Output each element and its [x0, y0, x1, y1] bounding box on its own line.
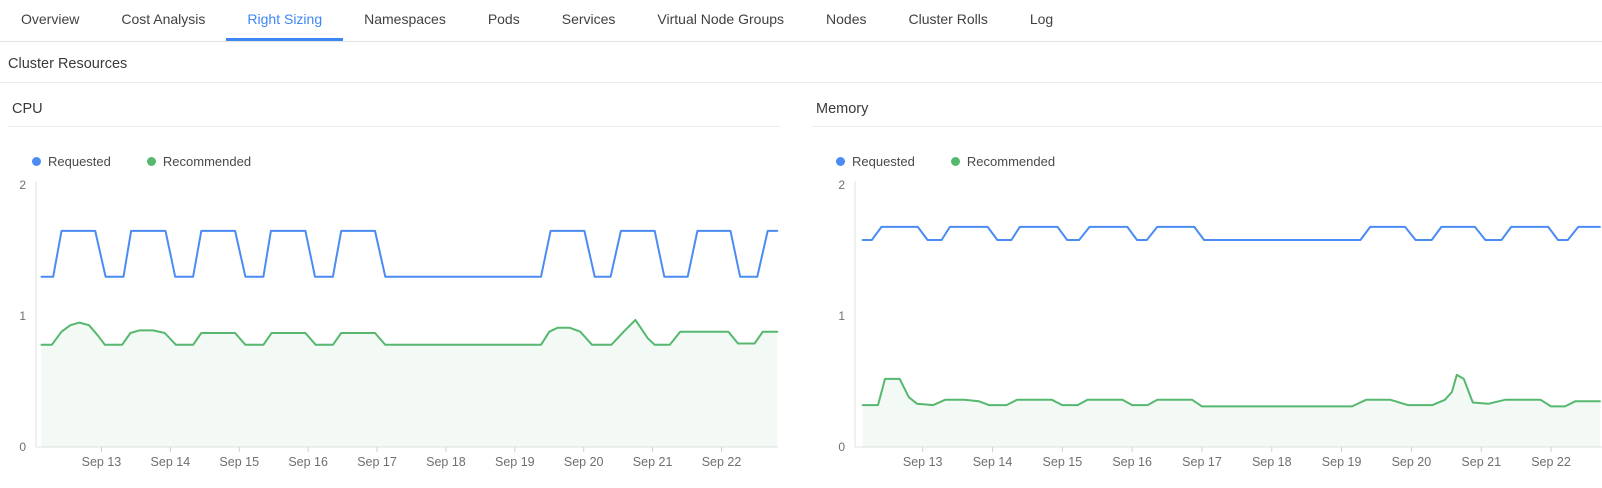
- top-tab-bar: Overview Cost Analysis Right Sizing Namespa…: [0, 0, 1602, 42]
- x-tick-label: Sep 14: [973, 455, 1013, 469]
- recommended-area-fill: [862, 374, 1600, 447]
- requested-line: [40, 229, 779, 278]
- tab-right-sizing[interactable]: Right Sizing: [226, 0, 344, 41]
- x-tick-label: Sep 13: [903, 455, 943, 469]
- memory-chart-legend: Requested Recommended: [836, 154, 1602, 169]
- requested-legend-dot-icon: [836, 157, 845, 166]
- legend-label: Requested: [48, 154, 111, 169]
- legend-label: Recommended: [162, 154, 252, 169]
- y-tick-label: 0: [838, 440, 845, 454]
- x-tick-label: Sep 17: [357, 455, 397, 469]
- legend-label: Recommended: [966, 154, 1056, 169]
- tab-pods[interactable]: Pods: [487, 11, 520, 27]
- section-title: Cluster Resources: [8, 56, 128, 72]
- tab-cluster-rolls[interactable]: Cluster Rolls: [908, 11, 988, 27]
- cluster-resources-section-header: Cluster Resources: [0, 42, 1602, 83]
- x-tick-label: Sep 16: [1112, 455, 1152, 469]
- legend-label: Requested: [852, 154, 915, 169]
- tab-virtual-node-groups[interactable]: Virtual Node Groups: [657, 11, 785, 27]
- charts-row: CPU Requested Recommended 0 1 2 Sep 13 Sep 14…: [0, 101, 1602, 470]
- legend-item-recommended[interactable]: Recommended: [950, 154, 1056, 169]
- x-tick-label: Sep 15: [219, 455, 259, 469]
- recommended-legend-dot-icon: [146, 157, 156, 166]
- tab-overview[interactable]: Overview: [21, 11, 80, 27]
- x-tick-label: Sep 20: [564, 455, 604, 469]
- tab-namespaces[interactable]: Namespaces: [364, 11, 446, 27]
- recommended-line: [861, 373, 1601, 408]
- tab-log[interactable]: Log: [1029, 11, 1054, 27]
- requested-line: [861, 225, 1601, 241]
- x-tick-label: Sep 17: [1182, 455, 1222, 469]
- memory-chart-panel: Memory Requested Recommended 0 1 2 Sep 13 Sep…: [812, 101, 1602, 470]
- x-tick-label: Sep 15: [1043, 455, 1083, 469]
- x-tick-label: Sep 21: [1461, 455, 1501, 469]
- tab-cost-analysis[interactable]: Cost Analysis: [121, 11, 206, 27]
- memory-chart-title: Memory: [812, 101, 1602, 127]
- recommended-line: [40, 318, 779, 346]
- x-tick-label: Sep 22: [702, 455, 742, 469]
- recommended-legend-dot-icon: [950, 157, 960, 166]
- memory-chart-canvas[interactable]: 0 1 2 Sep 13 Sep 14 Sep 15 Sep 16 Sep 17 Sep 18 S…: [812, 175, 1602, 470]
- x-tick-label: Sep 19: [1322, 455, 1362, 469]
- cpu-chart-legend: Requested Recommended: [32, 154, 780, 169]
- cpu-chart-title: CPU: [8, 101, 780, 127]
- legend-item-requested[interactable]: Requested: [32, 154, 111, 169]
- y-tick-label: 0: [19, 440, 26, 454]
- x-tick-label: Sep 21: [633, 455, 673, 469]
- cpu-chart-panel: CPU Requested Recommended 0 1 2 Sep 13 Sep 14…: [8, 101, 780, 470]
- x-tick-label: Sep 13: [82, 455, 122, 469]
- x-tick-label: Sep 18: [426, 455, 466, 469]
- x-tick-label: Sep 19: [495, 455, 535, 469]
- cpu-chart-canvas[interactable]: 0 1 2 Sep 13 Sep 14 Sep 15 Sep 16 Sep 17 Sep 18 S…: [8, 175, 780, 470]
- recommended-area-fill: [41, 319, 778, 447]
- tab-services[interactable]: Services: [561, 11, 616, 27]
- x-tick-label: Sep 18: [1252, 455, 1292, 469]
- legend-item-requested[interactable]: Requested: [836, 154, 915, 169]
- y-tick-label: 1: [19, 309, 26, 323]
- requested-legend-dot-icon: [32, 157, 41, 166]
- legend-item-recommended[interactable]: Recommended: [146, 154, 252, 169]
- x-tick-label: Sep 14: [151, 455, 191, 469]
- x-tick-label: Sep 16: [288, 455, 328, 469]
- y-tick-label: 2: [19, 178, 26, 192]
- tab-nodes[interactable]: Nodes: [826, 11, 867, 27]
- x-tick-label: Sep 20: [1392, 455, 1432, 469]
- x-tick-label: Sep 22: [1531, 455, 1571, 469]
- y-tick-label: 1: [838, 309, 845, 323]
- y-tick-label: 2: [838, 178, 845, 192]
